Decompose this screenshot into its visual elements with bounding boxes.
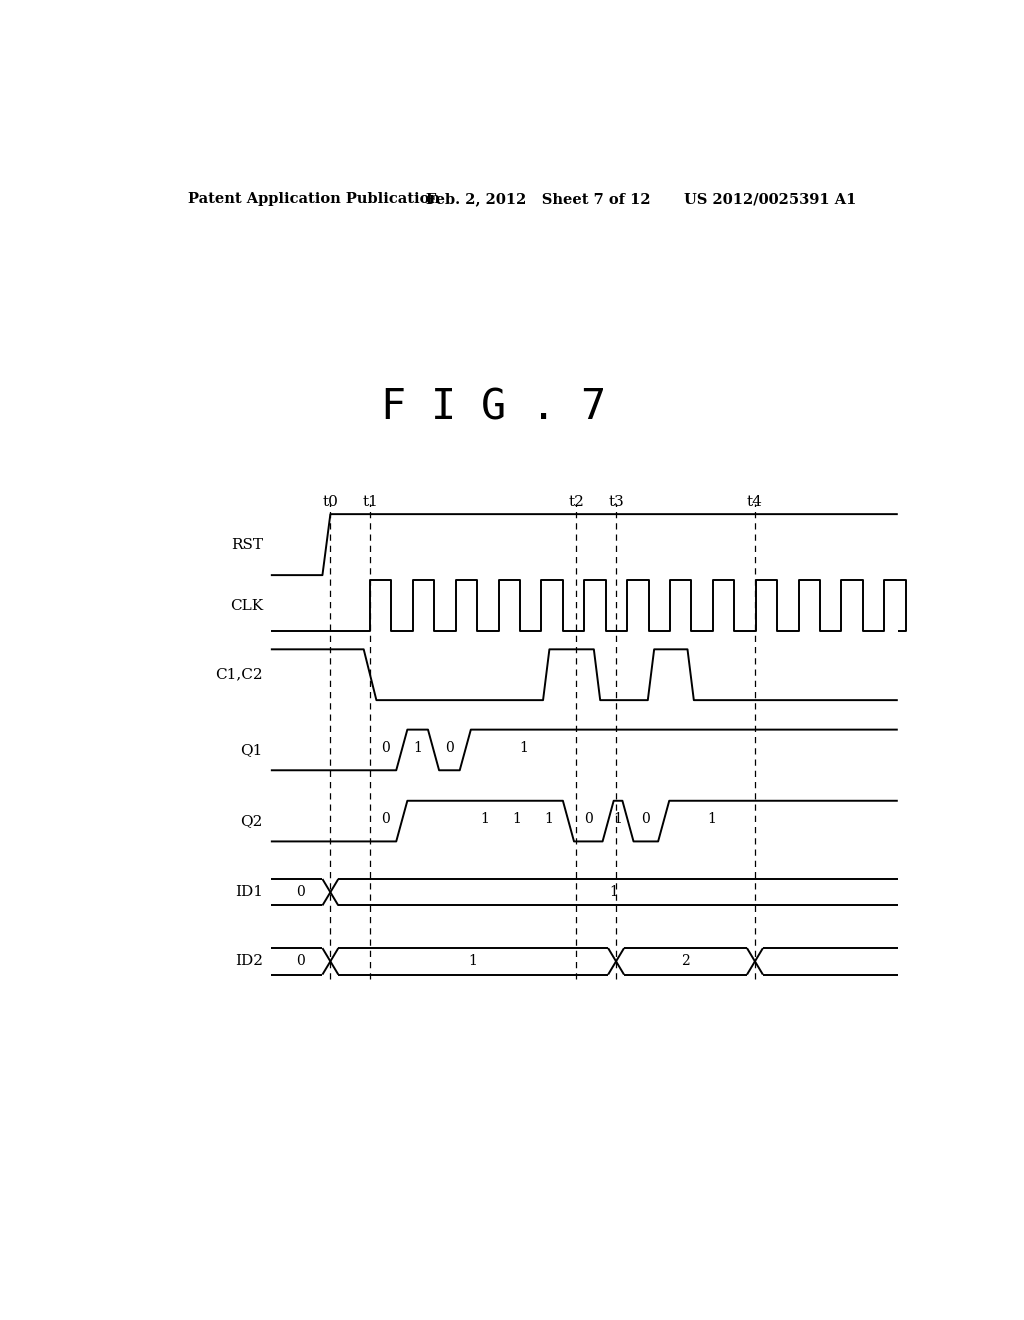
Text: 1: 1 xyxy=(544,812,553,826)
Text: 2: 2 xyxy=(681,954,690,969)
Text: 1: 1 xyxy=(480,812,489,826)
Text: 0: 0 xyxy=(296,886,305,899)
Text: t3: t3 xyxy=(608,495,624,510)
Text: Feb. 2, 2012   Sheet 7 of 12: Feb. 2, 2012 Sheet 7 of 12 xyxy=(426,191,650,206)
Text: 1: 1 xyxy=(512,812,521,826)
Text: t2: t2 xyxy=(568,495,585,510)
Text: 1: 1 xyxy=(414,741,422,755)
Text: t0: t0 xyxy=(323,495,338,510)
Text: 1: 1 xyxy=(609,886,618,899)
Text: 0: 0 xyxy=(382,812,390,826)
Text: RST: RST xyxy=(230,537,263,552)
Text: 0: 0 xyxy=(641,812,650,826)
Text: US 2012/0025391 A1: US 2012/0025391 A1 xyxy=(684,191,856,206)
Text: 0: 0 xyxy=(584,812,593,826)
Text: 0: 0 xyxy=(382,741,390,755)
Text: CLK: CLK xyxy=(229,598,263,612)
Text: t1: t1 xyxy=(362,495,378,510)
Text: C1,C2: C1,C2 xyxy=(215,668,263,681)
Text: 0: 0 xyxy=(296,954,305,969)
Text: 1: 1 xyxy=(469,954,477,969)
Text: 1: 1 xyxy=(519,741,528,755)
Text: Q1: Q1 xyxy=(241,743,263,756)
Text: t4: t4 xyxy=(746,495,763,510)
Text: Patent Application Publication: Patent Application Publication xyxy=(187,191,439,206)
Text: 1: 1 xyxy=(613,812,623,826)
Text: Q2: Q2 xyxy=(241,814,263,828)
Text: F I G . 7: F I G . 7 xyxy=(381,387,605,429)
Text: 0: 0 xyxy=(445,741,454,755)
Text: 1: 1 xyxy=(708,812,717,826)
Text: ID1: ID1 xyxy=(234,886,263,899)
Text: ID2: ID2 xyxy=(234,954,263,969)
